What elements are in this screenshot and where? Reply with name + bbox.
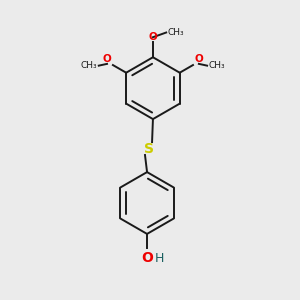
Text: O: O (103, 54, 112, 64)
Text: CH₃: CH₃ (208, 61, 225, 70)
Text: O: O (194, 54, 203, 64)
Text: O: O (148, 32, 157, 42)
Text: CH₃: CH₃ (168, 28, 184, 37)
Text: O: O (141, 251, 153, 265)
Text: CH₃: CH₃ (81, 61, 97, 70)
Text: H: H (155, 252, 164, 265)
Text: S: S (143, 142, 154, 155)
